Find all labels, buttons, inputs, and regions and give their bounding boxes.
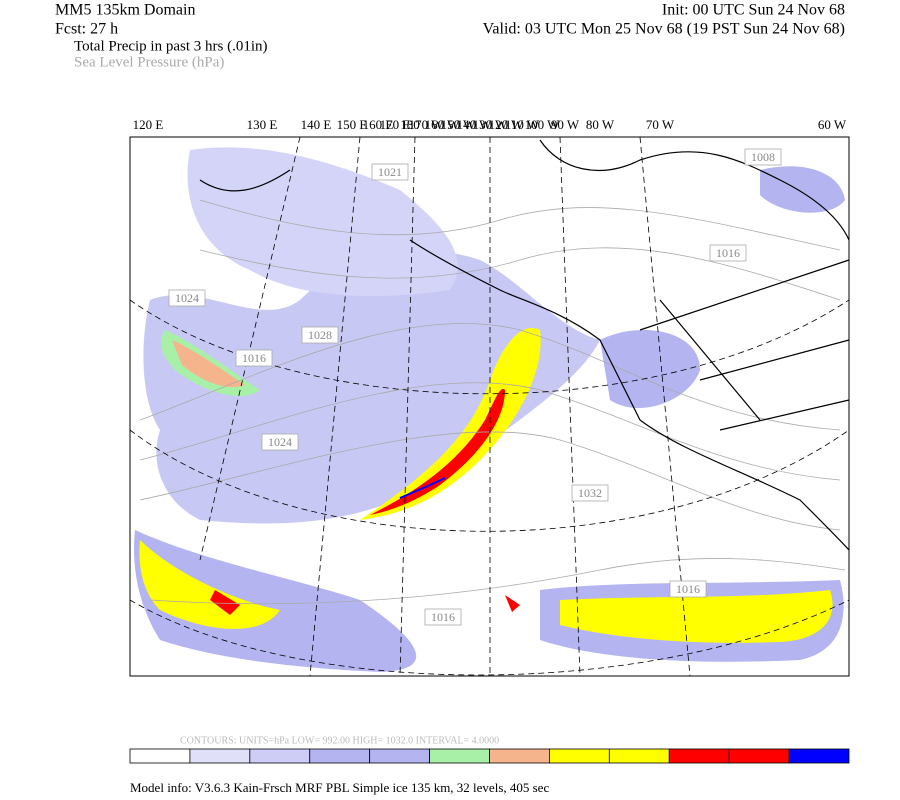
contour-label: 1032 bbox=[578, 486, 602, 500]
colorbar-swatch bbox=[549, 748, 610, 764]
colorbar-swatch bbox=[129, 748, 191, 764]
precip-area bbox=[760, 166, 845, 213]
precip-core bbox=[210, 590, 240, 615]
precip-area bbox=[143, 250, 600, 524]
colorbar-swatch bbox=[249, 748, 311, 764]
longitude-label: 110 W bbox=[505, 117, 540, 132]
colorbar-swatch bbox=[429, 748, 490, 764]
pressure-contours bbox=[139, 199, 846, 605]
contour-label-box bbox=[371, 163, 409, 181]
map-frame bbox=[129, 136, 850, 677]
contour-label-box bbox=[235, 349, 273, 367]
longitude-label: 140 E bbox=[301, 117, 332, 132]
contour-label-box bbox=[424, 608, 462, 626]
precip-area bbox=[560, 590, 833, 643]
colorbar-swatch bbox=[309, 748, 371, 764]
precip-core bbox=[505, 595, 520, 612]
model-info: Model info: V3.6.3 Kain-Frsch MRF PBL Si… bbox=[130, 780, 549, 795]
precip-area bbox=[172, 340, 245, 388]
longitude-label: 100 W bbox=[525, 117, 561, 132]
precip-max bbox=[399, 477, 446, 499]
graticule bbox=[129, 136, 850, 677]
field-1: Total Precip in past 3 hrs (.01in) bbox=[74, 38, 268, 54]
precip-area bbox=[187, 147, 458, 296]
precip-area bbox=[139, 540, 280, 629]
longitude-label: 90 W bbox=[551, 117, 580, 132]
contour-label: 1021 bbox=[378, 165, 402, 179]
longitude-label: 130 W bbox=[473, 117, 509, 132]
colorbar-swatch bbox=[788, 748, 850, 764]
longitude-label: 70 W bbox=[646, 117, 675, 132]
contour-label-box bbox=[571, 484, 609, 502]
longitude-label: 130 E bbox=[247, 117, 278, 132]
contour-label-box bbox=[261, 433, 299, 451]
contour-label: 1008 bbox=[751, 150, 775, 164]
forecast-hour: Fcst: 27 h bbox=[55, 21, 118, 38]
colorbar-swatch bbox=[369, 748, 430, 764]
contour-label-box bbox=[168, 289, 206, 307]
contour-label: 1024 bbox=[268, 435, 292, 449]
map-area bbox=[129, 136, 850, 677]
coastlines bbox=[199, 139, 850, 551]
precip-area bbox=[600, 330, 700, 409]
contour-labels: 1008 1021 1016 1024 1016 1028 1024 1032 1016 1016 bbox=[168, 148, 782, 626]
colorbar-swatch bbox=[668, 748, 730, 764]
contour-label-box bbox=[744, 148, 782, 166]
init-time: Init: 00 UTC Sun 24 Nov 68 bbox=[662, 2, 845, 19]
colorbar-swatch bbox=[728, 748, 790, 764]
field-2: Sea Level Pressure (hPa) bbox=[74, 54, 224, 70]
precip-area bbox=[134, 530, 417, 672]
precip-band bbox=[360, 328, 541, 520]
colorbar bbox=[129, 748, 850, 764]
contour-label: 1016 bbox=[716, 246, 740, 260]
contour-label: 1016 bbox=[676, 582, 700, 596]
longitude-label: 80 W bbox=[586, 117, 615, 132]
contour-label: 1016 bbox=[242, 351, 266, 365]
contour-info: CONTOURS: UNITS=hPa LOW= 992.00 HIGH= 10… bbox=[180, 735, 499, 746]
precip-shading bbox=[134, 147, 845, 672]
longitude-label: 150 E bbox=[337, 117, 368, 132]
longitude-label: 120 E bbox=[133, 117, 164, 132]
colorbar-swatch bbox=[189, 748, 251, 764]
contour-label: 1016 bbox=[431, 610, 455, 624]
longitude-label: 160 W bbox=[425, 117, 461, 132]
domain-title: MM5 135km Domain bbox=[55, 2, 195, 19]
longitude-label: 150 W bbox=[441, 117, 477, 132]
longitude-label: 170 W bbox=[409, 117, 445, 132]
valid-time: Valid: 03 UTC Mon 25 Nov 68 (19 PST Sun … bbox=[483, 21, 845, 38]
contour-label-box bbox=[709, 244, 747, 262]
contour-label: 1028 bbox=[308, 328, 332, 342]
colorbar-swatch bbox=[489, 748, 550, 764]
contour-label-box bbox=[301, 326, 339, 344]
colorbar-swatch bbox=[608, 748, 670, 764]
longitude-label: 180 bbox=[400, 117, 420, 132]
longitude-label: 160 E bbox=[363, 117, 394, 132]
longitude-label: 60 W bbox=[818, 117, 847, 132]
longitude-label: 140 W bbox=[457, 117, 493, 132]
longitude-label: 170 E bbox=[380, 117, 411, 132]
contour-label: 1024 bbox=[175, 291, 199, 305]
longitude-label: 120 W bbox=[489, 117, 525, 132]
contour-label-box bbox=[669, 580, 707, 598]
